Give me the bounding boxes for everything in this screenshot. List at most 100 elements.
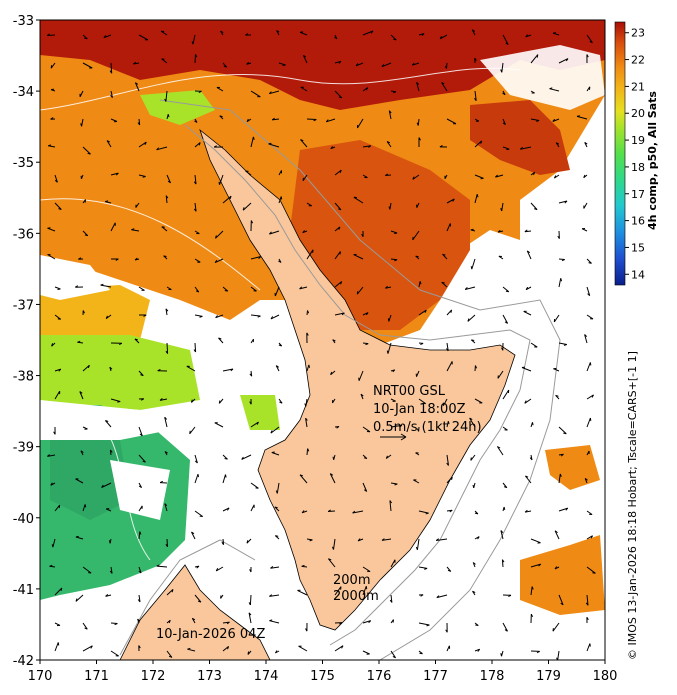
current-vector xyxy=(334,312,345,316)
current-vector-head xyxy=(591,394,594,398)
current-vector xyxy=(467,314,476,322)
current-vector xyxy=(222,368,234,372)
current-vector xyxy=(160,30,168,36)
current-vector-head xyxy=(223,65,227,68)
current-vector-head xyxy=(588,262,592,264)
colorbar-ticks: 23 22 21 20 19 18 17 16 15 14 xyxy=(625,27,645,281)
current-vector-head xyxy=(563,432,567,435)
y-tick-label: -38 xyxy=(13,370,34,385)
current-vector-head xyxy=(497,229,501,233)
current-vector-head xyxy=(592,572,596,574)
current-vector-head xyxy=(419,652,423,655)
current-vector xyxy=(521,367,532,372)
current-vector xyxy=(156,146,168,151)
y-tick-label: -40 xyxy=(13,512,34,527)
current-vector xyxy=(446,118,457,125)
current-vector xyxy=(131,229,140,232)
current-vector xyxy=(501,202,504,212)
current-vector xyxy=(249,594,252,606)
current-vector-head xyxy=(195,54,198,58)
current-vector xyxy=(54,642,59,652)
current-vector-head xyxy=(79,391,83,394)
current-vector xyxy=(82,230,89,237)
current-vector xyxy=(138,141,147,148)
colorbar-tick-label: 16 xyxy=(631,215,645,228)
current-vector-head xyxy=(137,122,141,126)
current-vector xyxy=(446,342,449,351)
current-vector xyxy=(334,60,342,64)
sst-field xyxy=(40,20,605,615)
current-vector-head xyxy=(271,451,275,453)
current-vector-head xyxy=(252,136,255,140)
current-vector-head xyxy=(109,449,113,453)
current-vector-head xyxy=(336,426,340,429)
current-vector-head xyxy=(561,259,565,262)
y-tick-label: -36 xyxy=(13,227,34,242)
current-vector xyxy=(474,90,477,101)
current-vector-head xyxy=(274,650,278,654)
current-vector xyxy=(500,530,504,540)
current-vector-head xyxy=(563,344,567,346)
current-vector-head xyxy=(268,142,272,145)
current-vector-head xyxy=(247,651,250,655)
current-vector xyxy=(416,370,420,377)
y-tick-label: -39 xyxy=(13,441,34,456)
current-vector-head xyxy=(564,200,568,204)
current-vector xyxy=(558,473,561,484)
current-vector xyxy=(495,174,504,178)
current-vector-head xyxy=(420,594,424,597)
current-vector-head xyxy=(219,115,223,118)
current-vector-head xyxy=(163,255,167,257)
current-vector-head xyxy=(530,613,534,618)
current-vector-head xyxy=(49,564,53,567)
current-vector xyxy=(586,594,589,606)
y-tick-label: -37 xyxy=(13,298,34,313)
current-vector-head xyxy=(497,446,501,449)
current-vector-head xyxy=(339,622,343,625)
current-vector-head xyxy=(556,657,558,660)
current-vector-head xyxy=(554,566,558,570)
current-vector-head xyxy=(198,142,201,146)
current-vector-head xyxy=(471,29,475,32)
current-vector-head xyxy=(164,98,167,102)
current-vector-head xyxy=(508,594,512,598)
current-vector-head xyxy=(450,309,453,313)
current-vector-head xyxy=(215,235,217,239)
current-vector xyxy=(390,258,398,261)
current-vector-head xyxy=(389,599,393,603)
current-vector-head xyxy=(47,454,51,457)
current-vector-head xyxy=(330,473,334,476)
current-vector-head xyxy=(213,145,217,148)
current-vector-head xyxy=(368,620,372,624)
current-vector-head xyxy=(189,430,191,434)
current-vector xyxy=(352,510,364,514)
current-vector-head xyxy=(105,594,109,597)
current-vector xyxy=(100,284,112,288)
current-vector-head xyxy=(274,506,278,509)
current-vector-head xyxy=(557,235,560,239)
colorbar: 23 22 21 20 19 18 17 16 15 14 4h comp, p50, All S… xyxy=(614,21,659,286)
current-vector-head xyxy=(393,38,397,41)
current-vector xyxy=(250,314,261,317)
x-tick-label: 178 xyxy=(480,669,505,684)
current-vector-head xyxy=(300,139,304,142)
current-vector-head xyxy=(78,257,82,260)
y-tick-label: -41 xyxy=(13,583,34,598)
current-vector xyxy=(103,34,112,39)
current-vector-head xyxy=(51,343,54,347)
current-vector-head xyxy=(269,231,272,235)
current-vector-head xyxy=(504,321,508,324)
current-vector xyxy=(47,227,56,232)
current-vector-head xyxy=(307,310,310,314)
current-vector xyxy=(82,645,93,652)
current-vector-head xyxy=(156,147,160,151)
current-vector-head xyxy=(135,82,139,85)
current-vector xyxy=(269,230,280,235)
current-vector-head xyxy=(421,33,425,36)
current-vector-head xyxy=(115,172,119,176)
current-vector-head xyxy=(140,374,144,377)
current-vector-head xyxy=(451,476,453,480)
current-vector xyxy=(446,309,452,316)
current-vector-head xyxy=(51,544,54,548)
current-vector-head xyxy=(196,565,200,569)
